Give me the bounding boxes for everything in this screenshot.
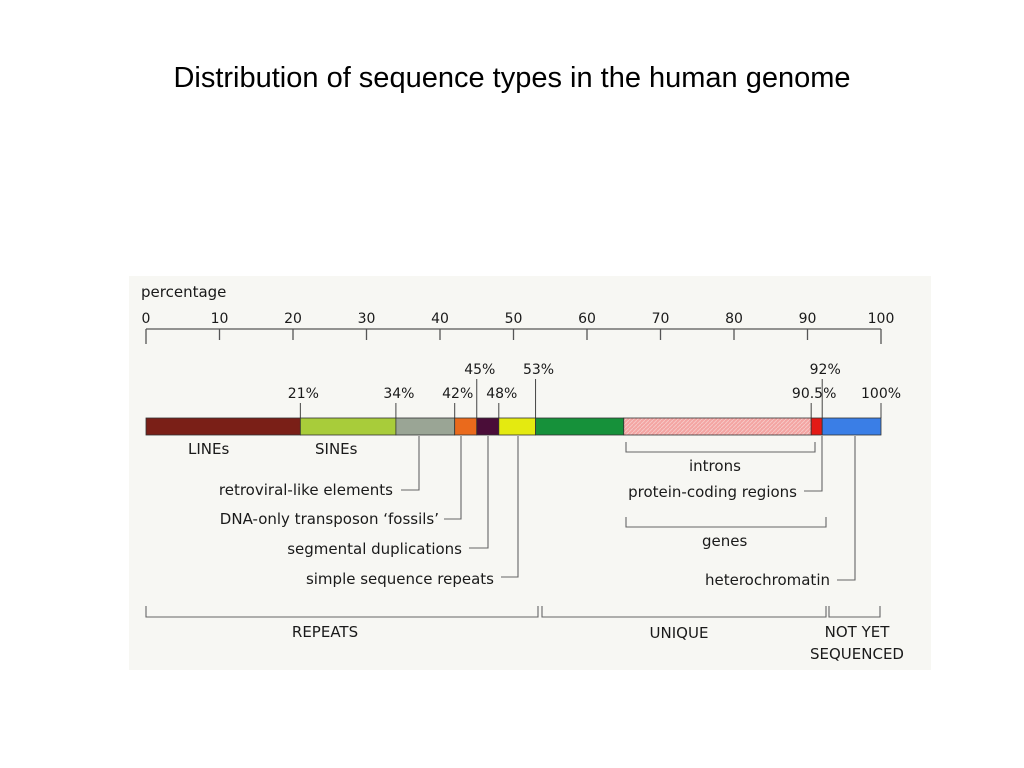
label-protein-coding: protein-coding regions [628,483,797,501]
bar-segment-dna-transposon [454,417,478,436]
leader-dna-transposon [444,436,462,520]
label-simple-repeats: simple sequence repeats [306,570,494,588]
marker-lines [299,379,882,418]
tick-label: 90 [799,311,817,327]
leader-retroviral [401,436,420,491]
tick-label: 30 [358,311,376,327]
marker-label: 48% [486,386,517,402]
leader-lines [401,436,856,581]
leader-heterochromatin [837,436,856,581]
marker-label: 42% [442,386,473,402]
marker-label: 21% [288,386,319,402]
tick-label: 80 [725,311,743,327]
marker-labels: 21% 34% 42% 45% 48% 53% 90.5% 92% 100% [288,362,901,402]
label-heterochromatin: heterochromatin [705,571,830,589]
tick-label: 50 [505,311,523,327]
repeats-bracket [145,606,539,618]
scale-label: percentage [141,283,226,301]
tick-label: 20 [284,311,302,327]
leader-segmental [469,436,489,549]
label-genes: genes [702,532,747,550]
marker-label: 45% [464,362,495,378]
bar-segment-segmental [476,417,500,436]
label-lines: LINEs [188,440,229,458]
marker-label: 100% [861,386,901,402]
genome-diagram: percentage 0 10 20 30 40 50 60 70 80 90 100 21% 34%… [141,283,904,663]
bar-segment-retroviral [395,417,456,436]
tick-label: 40 [431,311,449,327]
label-retroviral: retroviral-like elements [219,481,393,499]
bar-segment-protein-coding [810,417,823,436]
tick-label: 10 [211,311,229,327]
leader-protein-coding [804,436,823,492]
slide-title: Distribution of sequence types in the hu… [173,62,851,94]
bar-segment-heterochromatin [821,417,882,436]
bar-segment-sines [299,417,397,436]
marker-label: 53% [523,362,554,378]
tick-label: 60 [578,311,596,327]
brackets [145,442,881,618]
label-segmental: segmental duplications [287,540,462,558]
scale-ticks [145,329,882,344]
tick-label: 100 [868,311,895,327]
marker-label: 34% [383,386,414,402]
group-repeats: REPEATS [292,623,358,641]
bar-segment-unique-other [535,417,625,436]
introns-bracket [625,442,816,453]
group-not-yet-line1: NOT YET [825,623,891,641]
bar-segment-introns [623,417,812,436]
tick-labels: 0 10 20 30 40 50 60 70 80 90 100 [142,311,895,327]
unique-bracket [541,606,827,618]
genes-bracket [625,517,827,528]
label-sines: SINEs [315,440,358,458]
genome-bar [145,417,882,436]
marker-label: 92% [810,362,841,378]
leader-simple-repeats [501,436,519,578]
label-dna-transposon: DNA-only transposon ‘fossils’ [220,510,439,528]
group-not-yet-line2: SEQUENCED [810,645,904,663]
label-introns: introns [689,457,741,475]
bar-segment-lines [145,417,301,436]
tick-label: 70 [652,311,670,327]
not-yet-bracket [828,606,881,618]
group-unique: UNIQUE [650,624,709,642]
marker-label: 90.5% [792,386,836,402]
genome-figure: percentage 0 10 20 30 40 50 60 70 80 90 100 21% 34%… [129,276,931,670]
bar-segment-simple-repeats [498,417,536,436]
tick-label: 0 [142,311,151,327]
